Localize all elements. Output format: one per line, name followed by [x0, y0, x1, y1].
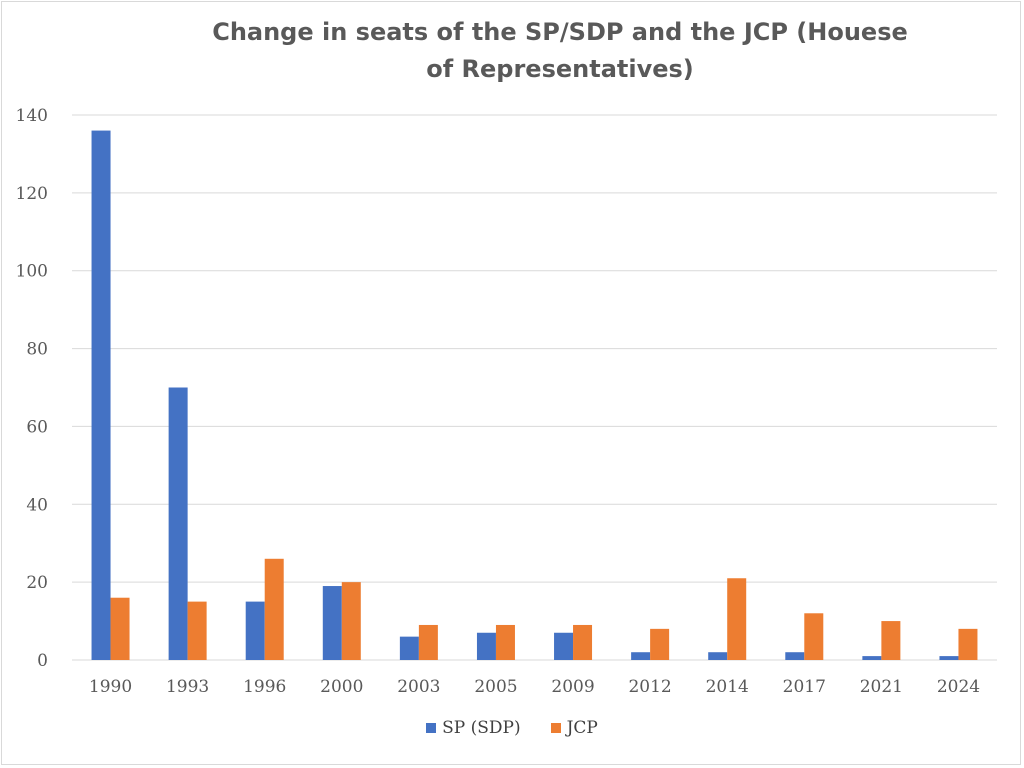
x-tick-label: 1993 [166, 677, 209, 697]
x-tick-label: 2024 [937, 677, 980, 697]
gridlines [72, 114, 997, 661]
x-tick-label: 2021 [860, 677, 903, 697]
legend-item-jcp: JCP [550, 718, 598, 738]
y-tick-labels: 0 20 40 60 80 100 120 140 [16, 106, 48, 671]
bar-jcp-2005 [495, 624, 515, 660]
bar-sp-1996 [245, 601, 265, 660]
x-tick-label: 2003 [397, 677, 440, 697]
bar-jcp-2003 [418, 624, 438, 660]
y-tick-label: 60 [26, 417, 48, 437]
bar-sp-2003 [399, 636, 419, 660]
bar-sp-2005 [476, 632, 496, 660]
chart-title: Change in seats of the SP/SDP and the JC… [212, 18, 908, 83]
legend-swatch-sp [426, 723, 437, 733]
bar-jcp-2000 [341, 582, 361, 660]
legend-label-sp: SP (SDP) [442, 718, 521, 738]
x-tick-label: 1996 [243, 677, 286, 697]
bar-jcp-1996 [264, 558, 284, 660]
legend: SP (SDP) JCP [0, 718, 1024, 738]
bar-sp-2017 [785, 652, 805, 660]
x-tick-labels: 1990 1993 1996 2000 2003 2005 2009 2012 2014 2017… [89, 677, 980, 697]
x-tick-label: 2017 [783, 677, 826, 697]
x-tick-label: 1990 [89, 677, 132, 697]
x-tick-label: 2014 [706, 677, 749, 697]
legend-label-jcp: JCP [566, 718, 598, 738]
x-tick-label: 2009 [551, 677, 594, 697]
bar-sp-2021 [862, 656, 882, 660]
legend-swatch-jcp [550, 723, 561, 733]
bar-jcp-2014 [727, 578, 747, 660]
x-tick-label: 2000 [320, 677, 363, 697]
legend-item-sp: SP (SDP) [426, 718, 521, 738]
y-tick-label: 0 [37, 651, 48, 671]
y-tick-label: 140 [16, 106, 48, 126]
bar-jcp-2024 [958, 628, 978, 660]
bar-jcp-1990 [110, 597, 130, 660]
bar-jcp-2012 [650, 628, 670, 660]
y-tick-label: 120 [16, 184, 48, 204]
x-tick-label: 2012 [628, 677, 671, 697]
bar-sp-1993 [168, 387, 188, 660]
x-tick-label: 2005 [474, 677, 517, 697]
bar-sp-2009 [554, 632, 574, 660]
bar-sp-2024 [939, 656, 959, 660]
y-tick-label: 20 [26, 573, 48, 593]
bar-sp-1990 [91, 130, 111, 661]
bars [91, 130, 978, 661]
bar-sp-2014 [708, 652, 728, 660]
y-tick-label: 40 [26, 495, 48, 515]
bar-sp-2012 [631, 652, 651, 660]
bar-jcp-2009 [573, 624, 593, 660]
y-tick-label: 80 [26, 340, 48, 360]
bar-sp-2000 [322, 586, 342, 660]
bar-jcp-2017 [804, 613, 824, 660]
bar-jcp-2021 [881, 621, 901, 660]
y-tick-label: 100 [16, 262, 48, 282]
bar-jcp-1993 [187, 601, 207, 660]
